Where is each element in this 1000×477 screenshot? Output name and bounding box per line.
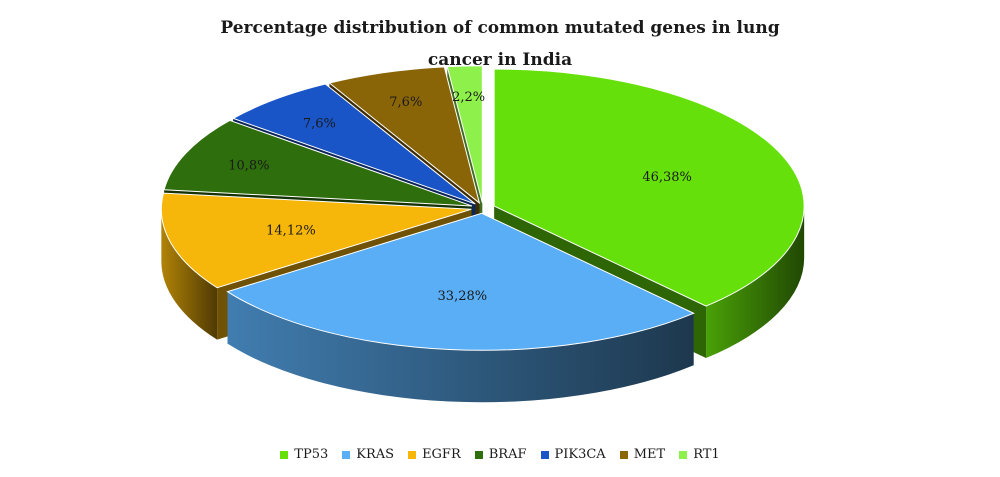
legend-item-kras: KRAS (342, 447, 394, 462)
slice-braf (163, 119, 473, 207)
data-label-rt1: 2,2% (452, 90, 485, 105)
legend-label: KRAS (356, 447, 395, 462)
pie-data-labels: 46,38% 33,28% 14,12% 10,8% 7,6% 7,6% 2,2% (228, 90, 692, 304)
legend-label: MET (633, 447, 666, 462)
slice-side-tp53 (706, 206, 805, 359)
slice-rt1 (446, 65, 483, 203)
legend: TP53 KRAS EGFR BRAF PIK3CA MET RT1 (0, 447, 1000, 462)
legend-item-tp53: TP53 (280, 447, 328, 462)
data-label-egfr: 14,12% (266, 223, 316, 238)
legend-item-pik3ca: PIK3CA (540, 447, 606, 462)
legend-item-egfr: EGFR (408, 447, 461, 462)
legend-label: EGFR (422, 447, 461, 462)
legend-label: RT1 (693, 447, 720, 462)
legend-swatch (342, 450, 351, 459)
slice-pik3ca (231, 83, 476, 205)
legend-label: BRAF (488, 447, 527, 462)
legend-swatch (540, 450, 549, 459)
data-label-braf: 10,8% (228, 159, 269, 174)
slice-egfr (160, 192, 472, 289)
data-label-tp53: 46,38% (642, 170, 692, 185)
legend-label: TP53 (294, 447, 329, 462)
data-label-met: 7,6% (389, 95, 422, 110)
slice-tp53 (493, 68, 805, 307)
legend-swatch (408, 450, 417, 459)
legend-item-met: MET (619, 447, 666, 462)
legend-item-braf: BRAF (474, 447, 527, 462)
legend-label: PIK3CA (554, 447, 606, 462)
pie-tops (160, 65, 805, 351)
chart-title: Percentage distribution of common mutate… (220, 18, 780, 70)
data-label-kras: 33,28% (438, 289, 488, 304)
slice-side-egfr (161, 209, 218, 340)
legend-swatch (280, 450, 289, 459)
legend-item-rt1: RT1 (679, 447, 720, 462)
slice-met (328, 66, 481, 205)
slice-side-kras (227, 291, 694, 403)
legend-swatch (679, 450, 688, 459)
legend-swatch (619, 450, 628, 459)
legend-swatch (474, 450, 483, 459)
slice-kras (226, 212, 695, 351)
data-label-pik3ca: 7,6% (303, 116, 336, 131)
